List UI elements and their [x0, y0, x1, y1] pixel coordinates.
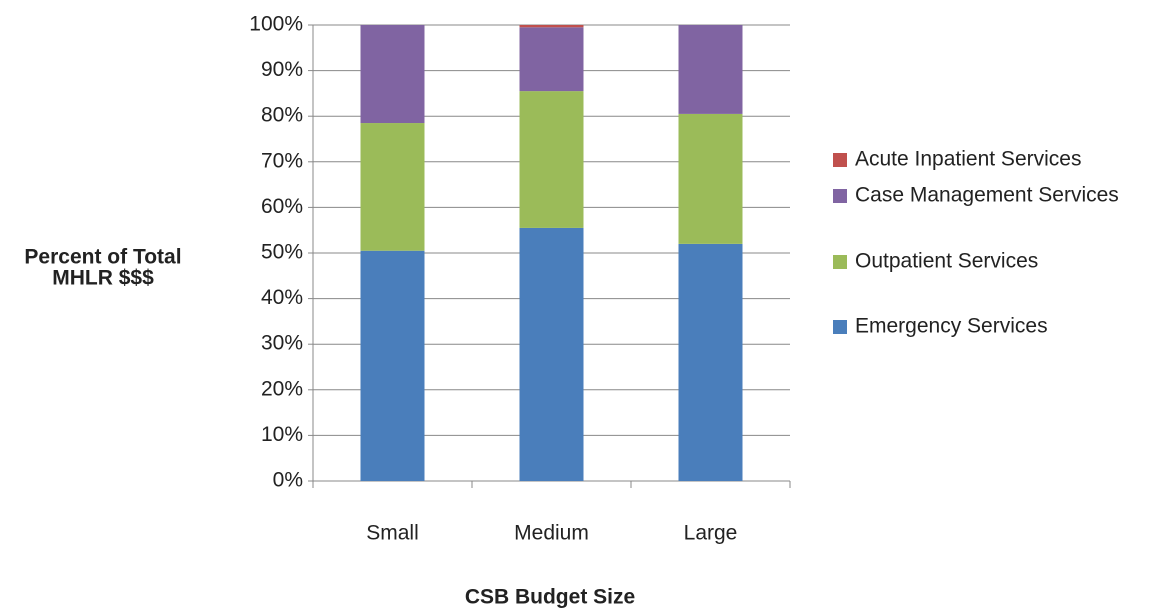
legend-swatch	[833, 320, 847, 334]
bar-segment	[678, 25, 743, 114]
bar-segment	[678, 243, 743, 481]
y-axis-title: MHLR $$$	[52, 267, 154, 290]
y-tick-label: 80%	[261, 104, 303, 127]
bar-segment	[360, 250, 425, 481]
y-tick-label: 50%	[261, 241, 303, 264]
x-tick-label: Large	[684, 522, 738, 545]
x-tick-label: Small	[366, 522, 419, 545]
y-tick-label: 100%	[249, 13, 303, 36]
legend-label: Case Management Services	[855, 184, 1119, 207]
y-tick-label: 60%	[261, 195, 303, 218]
y-tick-label: 40%	[261, 286, 303, 309]
legend-swatch	[833, 255, 847, 269]
x-axis-title: CSB Budget Size	[465, 586, 635, 609]
y-tick-label: 10%	[261, 423, 303, 446]
bar-segment	[360, 123, 425, 251]
bar-segment	[519, 27, 584, 92]
x-tick-label: Medium	[514, 522, 589, 545]
legend-label: Acute Inpatient Services	[855, 148, 1081, 171]
y-tick-label: 30%	[261, 332, 303, 355]
y-tick-label: 0%	[273, 469, 303, 492]
y-tick-label: 20%	[261, 377, 303, 400]
legend-swatch	[833, 189, 847, 203]
legend-swatch	[833, 153, 847, 167]
y-tick-label: 70%	[261, 149, 303, 172]
bar-segment	[678, 113, 743, 244]
legend-label: Emergency Services	[855, 315, 1048, 338]
bar-segment	[519, 227, 584, 481]
legend-label: Outpatient Services	[855, 250, 1038, 273]
bar-segment	[519, 25, 584, 28]
y-tick-label: 90%	[261, 58, 303, 81]
bar-segment	[519, 91, 584, 228]
bar-segment	[360, 25, 425, 124]
y-axis-title: Percent of Total	[24, 246, 181, 269]
